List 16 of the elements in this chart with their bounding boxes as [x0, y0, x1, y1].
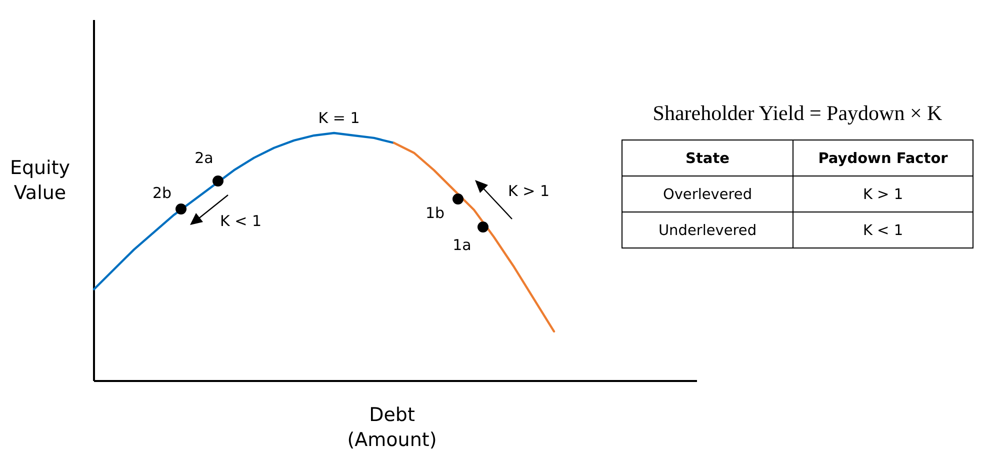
annotation: 1b [425, 204, 445, 222]
text: K = 1 [318, 109, 360, 127]
annotation: K < 1 [220, 212, 262, 230]
y-axis-title: Equity Value [10, 157, 70, 204]
annotation: 2a [194, 149, 214, 167]
text: K > 1 [862, 187, 904, 203]
text: Shareholder Yield = Paydown × K [652, 101, 942, 125]
category-label: Paydown Factor [818, 151, 949, 167]
category-label: State [686, 151, 730, 167]
annotation: 1a [452, 236, 472, 254]
text: Overlevered [662, 187, 752, 203]
text: K < 1 [862, 223, 904, 239]
text: Underlevered [658, 223, 757, 239]
annotation: K > 1 [508, 182, 550, 200]
annotation: 2b [152, 184, 172, 202]
x-axis-title: Debt (Amount) [347, 404, 437, 451]
